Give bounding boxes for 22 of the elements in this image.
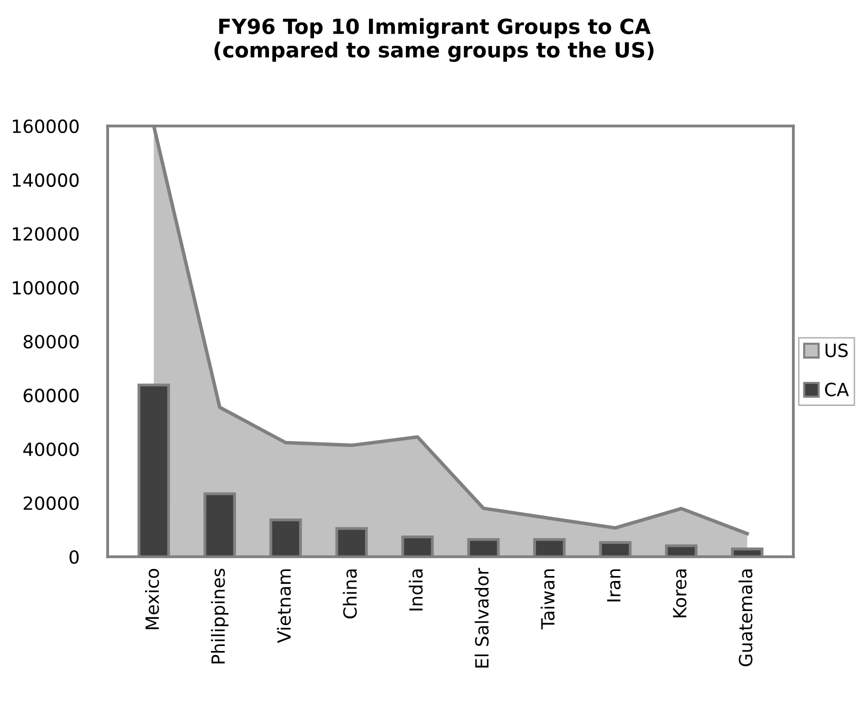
- x-tick-label: Taiwan: [540, 569, 555, 630]
- y-tick-label: 0: [70, 550, 79, 564]
- x-tick-label: El Salvador: [474, 568, 489, 668]
- x-tick-label: Philippines: [210, 568, 228, 664]
- y-tick-label: 160000: [12, 119, 79, 134]
- legend-label: CA: [825, 382, 849, 396]
- y-tick-label: 140000: [12, 173, 79, 187]
- x-tick-label: India: [408, 570, 423, 610]
- x-tick-label: Mexico: [145, 568, 160, 630]
- chart-title: FY96 Top 10 Immigrant Groups to CA (compared to same groups to the US): [214, 18, 654, 62]
- y-tick-label: 120000: [12, 227, 79, 241]
- y-tick-label: 20000: [24, 496, 79, 510]
- x-tick-label: Korea: [673, 570, 686, 618]
- y-tick-label: 80000: [24, 334, 79, 348]
- x-tick-label: Vietnam: [276, 569, 291, 643]
- x-tick-label: Guatemala: [738, 570, 752, 666]
- legend-label: US: [826, 344, 848, 358]
- y-tick-label: 60000: [24, 388, 79, 402]
- y-tick-label: 100000: [12, 280, 79, 295]
- x-tick-label: China: [342, 570, 357, 618]
- x-tick-label: Iran: [607, 569, 621, 602]
- y-tick-label: 40000: [23, 442, 79, 456]
